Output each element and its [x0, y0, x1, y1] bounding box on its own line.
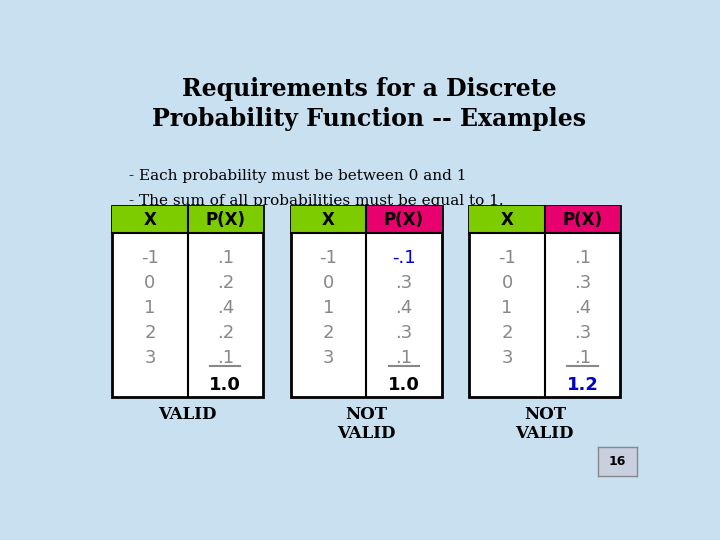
Text: P(X): P(X) — [562, 211, 603, 228]
Bar — [291, 206, 366, 233]
Text: .4: .4 — [395, 299, 413, 317]
Text: 3: 3 — [323, 348, 334, 367]
Text: 3: 3 — [501, 348, 513, 367]
Text: -1: -1 — [498, 249, 516, 267]
Text: 1: 1 — [323, 299, 334, 317]
Text: .3: .3 — [395, 323, 413, 342]
Text: Requirements for a Discrete
Probability Function -- Examples: Requirements for a Discrete Probability … — [152, 77, 586, 131]
Bar — [291, 206, 441, 397]
Text: .4: .4 — [574, 299, 591, 317]
Bar — [366, 206, 441, 233]
Text: 2: 2 — [144, 323, 156, 342]
Text: X: X — [143, 211, 156, 228]
Text: .3: .3 — [395, 274, 413, 292]
Bar — [112, 206, 263, 397]
Text: 1: 1 — [144, 299, 156, 317]
Text: .4: .4 — [217, 299, 234, 317]
Text: 2: 2 — [501, 323, 513, 342]
Text: -.1: -.1 — [392, 249, 415, 267]
Text: 1.0: 1.0 — [210, 376, 241, 394]
Text: P(X): P(X) — [384, 211, 424, 228]
Text: 1: 1 — [501, 299, 513, 317]
Text: X: X — [500, 211, 513, 228]
Text: 1.0: 1.0 — [388, 376, 420, 394]
Text: .2: .2 — [217, 274, 234, 292]
Bar — [469, 206, 545, 233]
Text: - Each probability must be between 0 and 1: - Each probability must be between 0 and… — [129, 168, 467, 183]
Text: X: X — [322, 211, 335, 228]
Text: .1: .1 — [217, 348, 234, 367]
Text: NOT
VALID: NOT VALID — [337, 406, 395, 442]
Text: 0: 0 — [501, 274, 513, 292]
Text: NOT
VALID: NOT VALID — [516, 406, 574, 442]
Text: 3: 3 — [144, 348, 156, 367]
Text: 1.2: 1.2 — [567, 376, 598, 394]
Text: 0: 0 — [323, 274, 334, 292]
Bar — [545, 206, 620, 233]
Text: .2: .2 — [217, 323, 234, 342]
Text: -1: -1 — [141, 249, 159, 267]
Text: - The sum of all probabilities must be equal to 1.: - The sum of all probabilities must be e… — [129, 194, 504, 208]
Text: .1: .1 — [395, 348, 413, 367]
Bar — [112, 206, 188, 233]
Text: .1: .1 — [217, 249, 234, 267]
Text: .3: .3 — [574, 274, 591, 292]
Text: 0: 0 — [145, 274, 156, 292]
Bar — [469, 206, 620, 397]
Text: -1: -1 — [320, 249, 338, 267]
Text: VALID: VALID — [158, 406, 217, 423]
Text: .1: .1 — [574, 249, 591, 267]
Text: 2: 2 — [323, 323, 334, 342]
Text: .1: .1 — [574, 348, 591, 367]
Bar — [188, 206, 263, 233]
Text: P(X): P(X) — [205, 211, 246, 228]
Text: .3: .3 — [574, 323, 591, 342]
